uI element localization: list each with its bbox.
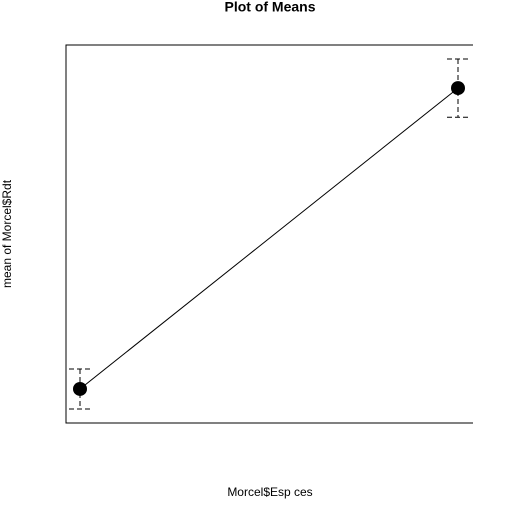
mean-point	[73, 381, 87, 396]
plot-frame	[65, 44, 473, 424]
mean-point	[451, 81, 465, 96]
chart-title: Plot of Means	[224, 0, 315, 15]
mean-line	[79, 87, 459, 390]
y-axis-label: mean of Morcel$Rdt	[0, 179, 14, 288]
x-axis-label: Morcel$Esp ces	[227, 485, 312, 499]
error-bar	[447, 58, 469, 118]
